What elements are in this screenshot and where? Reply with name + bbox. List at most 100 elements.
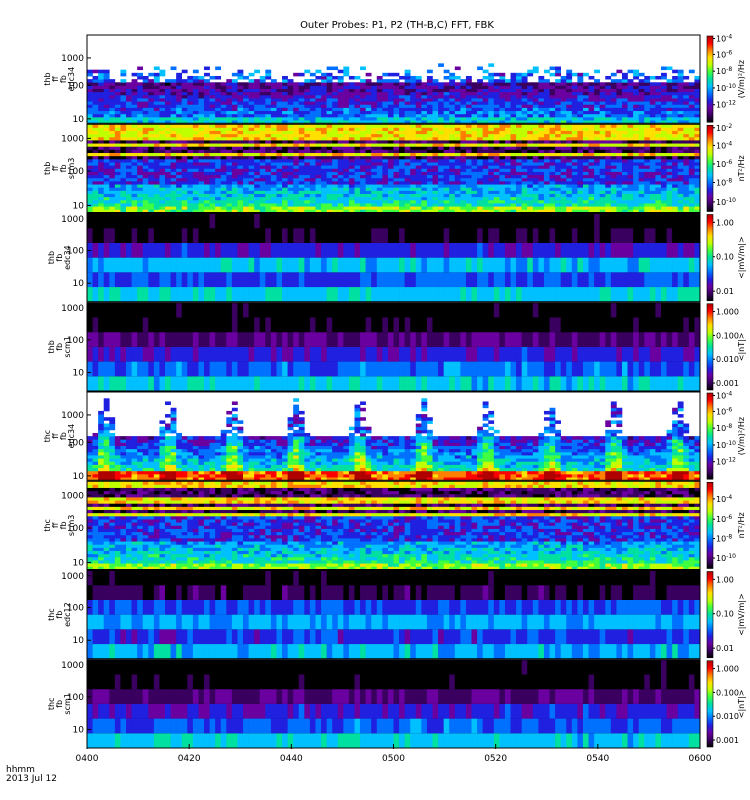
spectral-cell [98, 101, 105, 105]
spectral-cell [114, 88, 121, 93]
spectral-cell [627, 168, 634, 172]
spectral-cell [644, 152, 651, 157]
spectral-cell [521, 165, 528, 169]
spectral-cell [354, 180, 361, 185]
spectral-cell [421, 209, 428, 213]
spectral-cell [616, 133, 623, 138]
spectral-cell [360, 174, 366, 179]
spectral-cell [527, 116, 534, 121]
spectral-cell [181, 158, 188, 163]
spectral-cell [137, 94, 144, 99]
spectral-cell [666, 124, 673, 128]
spectral-cell [248, 82, 255, 86]
spectral-cell [293, 104, 300, 108]
spectral-cell [633, 199, 639, 204]
spectral-cell [348, 209, 355, 213]
spectral-cell [371, 162, 378, 166]
spectral-cell [254, 143, 261, 147]
spectral-cell [627, 79, 634, 83]
spectral-cell [688, 174, 695, 179]
spectral-cell [482, 143, 489, 147]
spectral-cell [488, 165, 495, 169]
spectral-cell [343, 91, 350, 96]
spectral-cell [293, 133, 300, 138]
spectral-cell [616, 165, 623, 169]
spectral-cell [153, 85, 160, 89]
spectral-cell [92, 228, 99, 243]
spectral-cell [683, 136, 690, 141]
spectral-cell [399, 206, 405, 210]
spectral-cell [337, 155, 344, 160]
spectral-cell [376, 130, 383, 135]
spectral-cell [293, 116, 300, 121]
spectral-cell [282, 91, 288, 96]
spectral-cell [549, 127, 556, 131]
spectral-cell [114, 187, 121, 191]
spectral-cell [103, 213, 110, 229]
spectral-cell [153, 257, 160, 273]
spectral-cell [543, 149, 550, 154]
spectral-cell [192, 190, 199, 194]
spectral-cell [555, 133, 561, 138]
spectral-cell [371, 136, 378, 141]
spectral-cell [410, 146, 417, 150]
spectral-cell [694, 165, 701, 169]
spectral-cell [465, 168, 472, 172]
spectral-cell [204, 82, 210, 86]
spectral-cell [343, 180, 350, 185]
spectral-cell [114, 206, 121, 210]
spectral-cell [460, 127, 467, 131]
spectral-cell [204, 257, 210, 273]
spectral-cell [393, 120, 400, 124]
spectral-cell [560, 199, 567, 204]
spectral-cell [181, 110, 188, 115]
spectral-cell [543, 155, 550, 160]
spectral-cell [443, 110, 450, 115]
spectral-cell [621, 82, 628, 86]
spectral-cell [204, 272, 210, 288]
spectral-cell [120, 171, 127, 176]
spectral-cell [387, 165, 394, 169]
spectral-cell [510, 104, 517, 108]
spectral-cell [410, 184, 417, 188]
spectral-cell [192, 165, 199, 169]
spectral-cell [265, 287, 272, 302]
spectral-cell [527, 72, 534, 77]
spectral-cell [287, 104, 294, 108]
spectral-cell [666, 177, 673, 182]
spectral-cell [555, 143, 561, 147]
spectral-cell [543, 91, 550, 96]
spectral-cell [694, 140, 701, 144]
spectral-cell [103, 140, 110, 144]
spectral-cell [488, 177, 495, 182]
spectral-cell [126, 242, 132, 258]
spectral-cell [465, 143, 472, 147]
spectral-cell [638, 133, 645, 138]
spectral-cell [577, 82, 584, 86]
spectral-cell [465, 94, 472, 99]
spectral-cell [98, 187, 105, 191]
spectral-cell [215, 287, 222, 302]
spectral-cell [588, 110, 595, 115]
spectral-cell [543, 107, 550, 112]
spectral-cell [471, 120, 478, 124]
spectral-cell [215, 206, 222, 210]
spectral-cell [477, 107, 483, 112]
spectral-cell [638, 174, 645, 179]
spectral-cell [332, 158, 339, 163]
spectral-cell [605, 158, 612, 163]
spectral-cell [694, 107, 701, 112]
spectral-cell [192, 94, 199, 99]
spectral-cell [516, 162, 522, 166]
spectral-cell [265, 91, 272, 96]
spectral-cell [387, 110, 394, 115]
spectral-cell [616, 116, 623, 121]
spectral-cell [677, 133, 684, 138]
spectral-cell [560, 133, 567, 138]
spectral-cell [365, 174, 372, 179]
spectral-cell [109, 199, 116, 204]
spectral-cell [393, 113, 400, 118]
spectral-cell [187, 171, 194, 176]
spectral-cell [259, 165, 266, 169]
spectral-cell [421, 133, 428, 138]
